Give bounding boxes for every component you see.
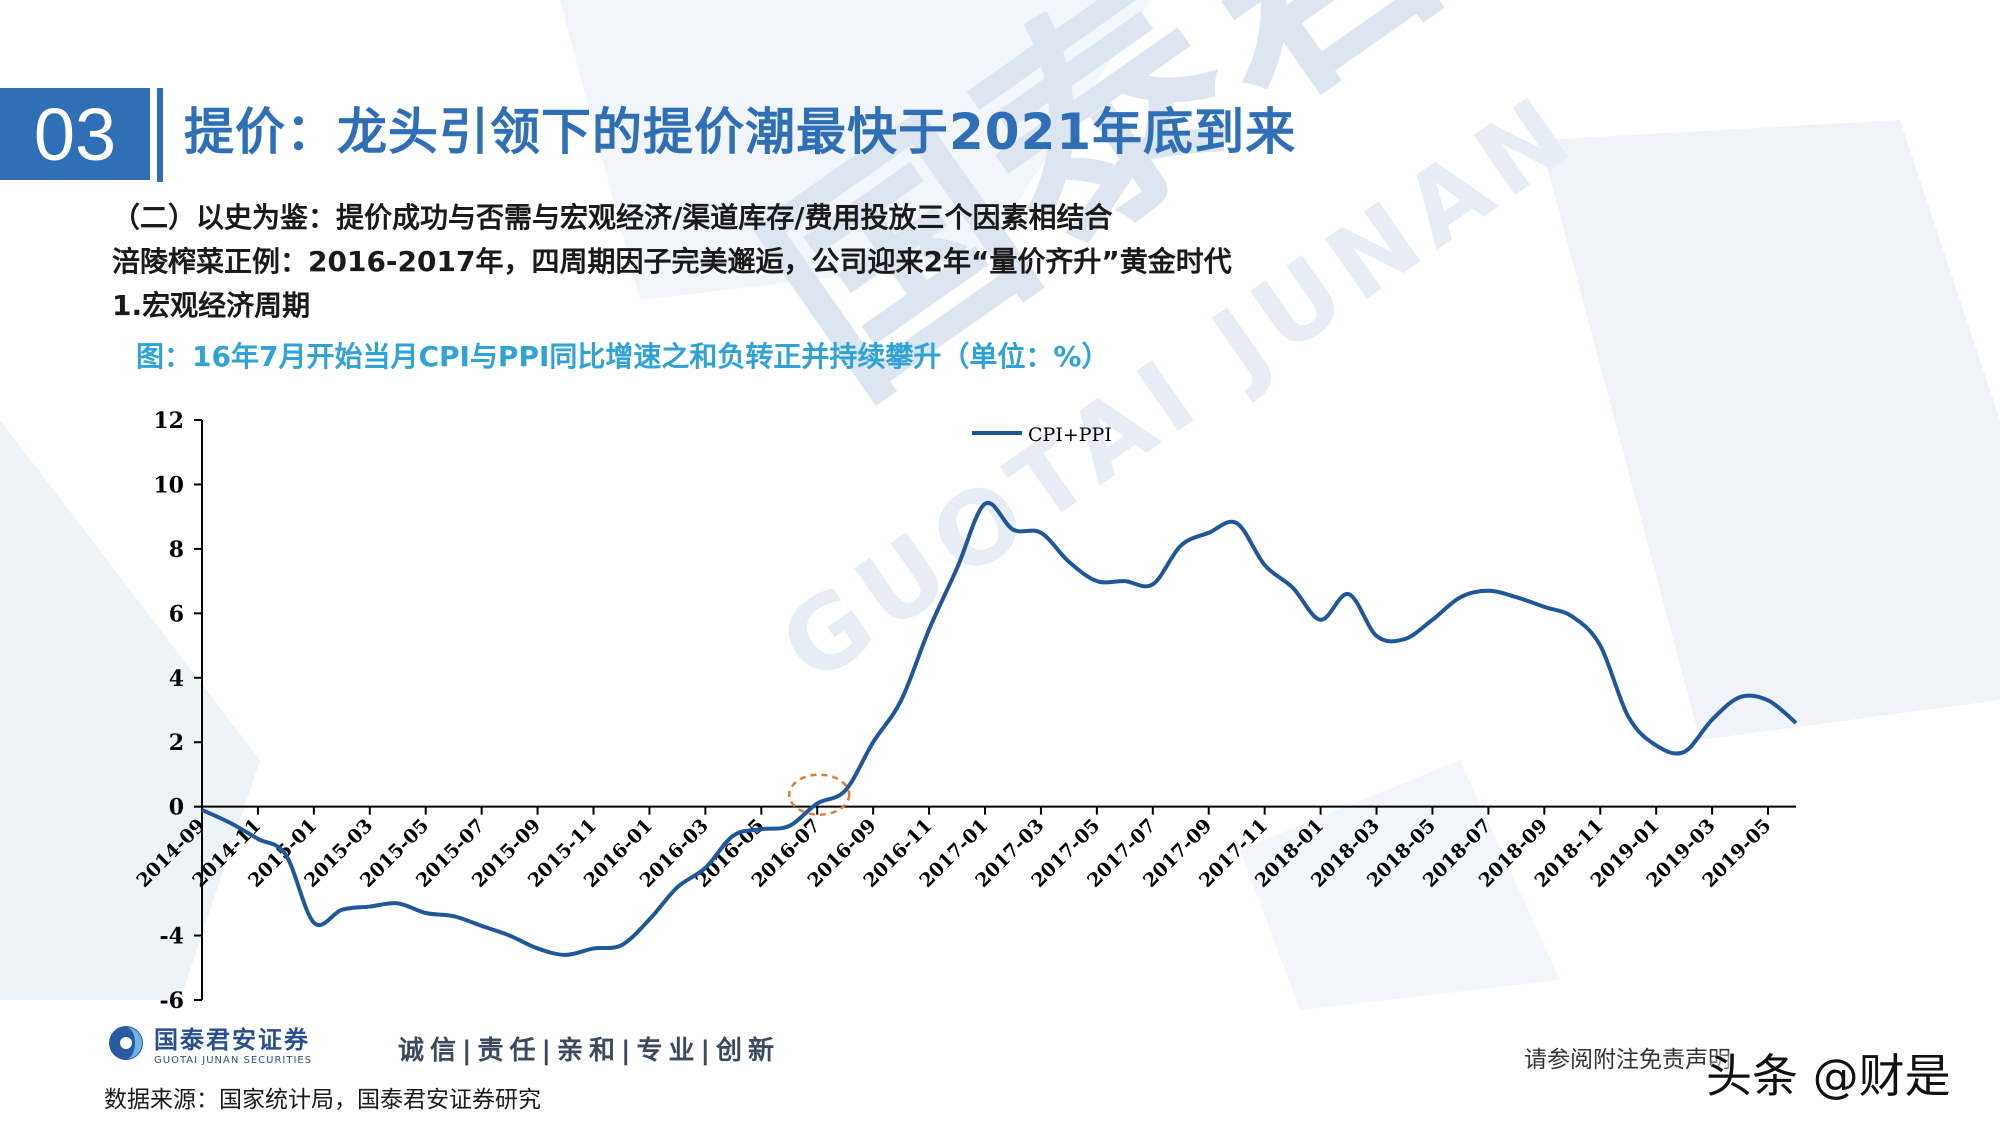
y-tick-label: 0 bbox=[169, 795, 184, 821]
highlight-circle bbox=[787, 773, 851, 816]
y-axis-ticks: 12 10 8 6 4 2 0 -4 -6 bbox=[153, 408, 202, 1014]
y-tick-label: 6 bbox=[169, 601, 184, 627]
y-tick-label: 2 bbox=[169, 730, 184, 756]
legend-label: CPI+PPI bbox=[1028, 424, 1112, 446]
chart-series bbox=[201, 500, 1798, 957]
footer-logo: 国泰君安证券 GUOTAI JUNAN SECURITIES bbox=[108, 1020, 312, 1066]
data-source: 数据来源：国家统计局，国泰君安证券研究 bbox=[104, 1087, 541, 1113]
chart-caption: 图：16年7月开始当月CPI与PPI同比增速之和负转正并持续攀升（单位：%） bbox=[136, 340, 1110, 373]
y-tick-label: -6 bbox=[160, 988, 184, 1014]
subtitle-line-1: （二）以史为鉴：提价成功与否需与宏观经济/渠道库存/费用投放三个因素相结合 bbox=[112, 201, 1113, 234]
y-tick-label: 8 bbox=[169, 537, 184, 563]
brand-watermark: 头条 @财是 bbox=[1706, 1049, 1951, 1103]
subtitle-line-2: 涪陵榨菜正例：2016-2017年，四周期因子完美邂逅，公司迎来2年“量价齐升”… bbox=[112, 245, 1232, 278]
logo-name-en: GUOTAI JUNAN SECURITIES bbox=[154, 1055, 313, 1066]
y-tick-label: 12 bbox=[153, 408, 184, 434]
y-tick-label: 10 bbox=[153, 472, 184, 498]
chart-axes bbox=[201, 420, 1796, 1000]
logo-name: 国泰君安证券 bbox=[154, 1026, 310, 1054]
chart-legend: CPI+PPI bbox=[972, 424, 1112, 446]
x-axis-ticks: 2014-092014-112015-012015-032015-052015-… bbox=[132, 806, 1776, 892]
y-tick-label: 4 bbox=[169, 666, 184, 692]
subtitle-line-3: 1.宏观经济周期 bbox=[112, 289, 311, 322]
title-divider bbox=[157, 88, 163, 182]
series-line-cpi-ppi bbox=[201, 500, 1798, 957]
disclaimer: 请参阅附注免责声明 bbox=[1524, 1047, 1731, 1073]
page-title: 提价：龙头引领下的提价潮最快于2021年底到来 bbox=[184, 103, 1297, 161]
logo-icon bbox=[109, 1026, 143, 1060]
section-number: 03 bbox=[0, 88, 150, 180]
y-tick-label: -4 bbox=[160, 924, 184, 950]
company-slogan: 诚信|责任|亲和|专业|创新 bbox=[398, 1036, 780, 1066]
